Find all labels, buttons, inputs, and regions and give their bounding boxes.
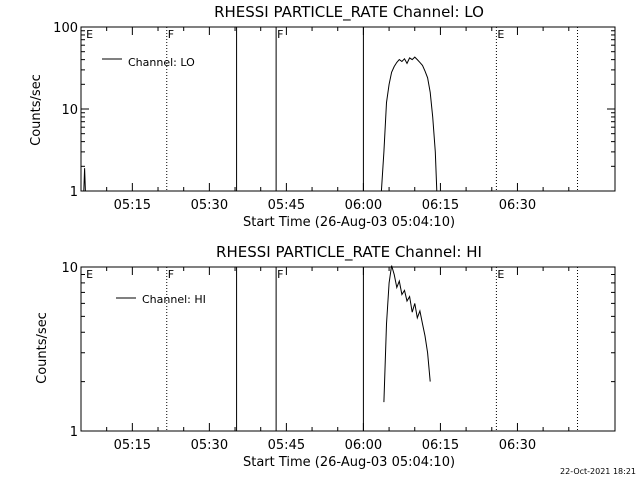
panel-lo-xtick-label-1: 05:30 xyxy=(191,198,228,213)
panel-lo-ylabel: Counts/sec xyxy=(29,74,44,146)
panel-hi-legend-label: Channel: HI xyxy=(142,293,206,306)
panel-hi-xtick-label-3: 06:00 xyxy=(345,438,382,453)
panel-hi-marker-label-0: E xyxy=(86,268,93,281)
panel-hi-ylabel: Counts/sec xyxy=(35,312,50,384)
panel-hi-xtick-label-1: 05:30 xyxy=(191,438,228,453)
panel-lo-title: RHESSI PARTICLE_RATE Channel: LO xyxy=(214,3,484,22)
panel-hi: RHESSI PARTICLE_RATE Channel: HI Start T… xyxy=(35,243,616,470)
panel-hi-title: RHESSI PARTICLE_RATE Channel: HI xyxy=(216,243,482,262)
panel-hi-xtick-label-0: 05:15 xyxy=(114,438,151,453)
panel-lo-xtick-label-3: 06:00 xyxy=(345,198,382,213)
panel-lo-legend-label: Channel: LO xyxy=(128,56,195,69)
panel-lo-marker-label-1: F xyxy=(168,28,174,41)
panel-lo-marker-label-3: F xyxy=(277,28,283,41)
panel-lo-marker-label-5: E xyxy=(497,28,504,41)
panel-hi-marker-label-5: E xyxy=(497,268,504,281)
footer-timestamp: 22-Oct-2021 18:21 xyxy=(560,467,636,476)
panel-lo-marker-label-0: E xyxy=(86,28,93,41)
panel-lo-xtick-label-2: 05:45 xyxy=(268,198,305,213)
panel-hi-xlabel: Start Time (26-Aug-03 05:04:10) xyxy=(243,455,455,470)
panel-hi-marker-label-1: F xyxy=(168,268,174,281)
panel-lo-series-1 xyxy=(380,56,438,192)
panel-hi-xtick-label-2: 05:45 xyxy=(268,438,305,453)
panel-lo-xtick-label-0: 05:15 xyxy=(114,198,151,213)
panel-lo-series-0 xyxy=(83,168,86,192)
panel-lo-xlabel: Start Time (26-Aug-03 05:04:10) xyxy=(243,215,455,230)
panel-lo-xtick-label-5: 06:30 xyxy=(499,198,536,213)
panel-lo: RHESSI PARTICLE_RATE Channel: LO Start T… xyxy=(29,3,616,230)
panel-lo-ytick-label-2: 100 xyxy=(53,21,78,36)
panel-hi-xtick-label-4: 06:15 xyxy=(422,438,459,453)
panel-hi-ytick-label-0: 1 xyxy=(70,425,78,440)
panel-hi-ytick-label-1: 10 xyxy=(61,261,78,276)
panel-lo-xtick-label-4: 06:15 xyxy=(422,198,459,213)
panel-hi-xtick-label-5: 06:30 xyxy=(499,438,536,453)
panel-lo-ytick-label-1: 10 xyxy=(61,103,78,118)
panel-lo-ytick-label-0: 1 xyxy=(70,185,78,200)
panel-hi-marker-label-3: F xyxy=(277,268,283,281)
panel-hi-series-0 xyxy=(383,265,431,403)
panel-hi-plot-frame xyxy=(80,266,616,432)
